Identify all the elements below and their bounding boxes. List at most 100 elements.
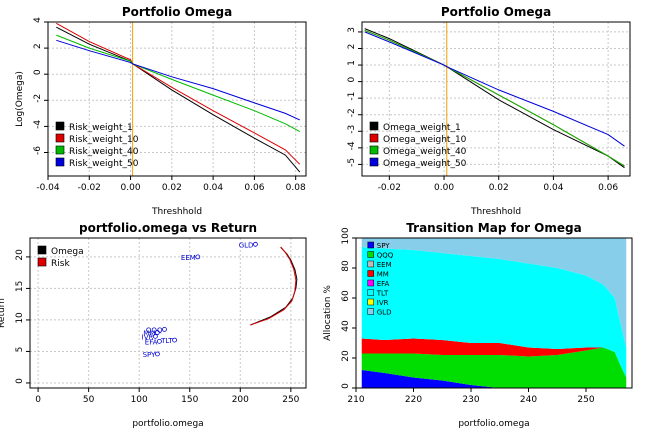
legend-label: Risk: [51, 259, 70, 269]
x-tick-label: 0: [35, 395, 41, 405]
y-tick-label: 15: [15, 281, 25, 292]
x-tick-label: -0.02: [78, 183, 101, 193]
y-axis-label: Return: [0, 298, 7, 328]
y-tick-label: 2: [347, 44, 357, 50]
asset-point-tlt: [172, 337, 177, 343]
plot-border: [47, 21, 307, 177]
x-axis-label: portfolio.omega: [458, 419, 529, 429]
y-tick-label: 20: [341, 350, 351, 362]
y-tick-label: 5: [15, 347, 25, 353]
plot-border: [361, 21, 631, 177]
y-tick-label: -2: [33, 94, 43, 103]
y-tick-label: 100: [341, 227, 351, 244]
y-tick-label: -4: [347, 141, 357, 150]
plot-border: [355, 237, 633, 389]
asset-point-mm: [154, 330, 160, 335]
y-tick-label: -6: [33, 146, 43, 155]
legend-label: EEM: [377, 261, 392, 269]
x-tick-label: 230: [462, 395, 479, 405]
legend-swatch: [367, 289, 374, 296]
x-axis-label: Threshhold: [151, 207, 202, 217]
x-tick-label: 0.00: [434, 183, 454, 193]
legend-label: SPY: [377, 242, 391, 250]
y-tick-label: 40: [341, 320, 351, 332]
frontier-omega-line: [250, 247, 298, 326]
panel-portfolio-omega-omega: -0.02 0.00 0.02 0.04 0.06 3 2 1 0 -1 -2 -3 -4 -5 Portf…: [347, 5, 631, 217]
legend-label: QQQ: [377, 252, 394, 260]
asset-label-eem: EEM: [181, 254, 196, 262]
legend-label: Risk_weight_40: [69, 147, 139, 157]
x-tick-label: 0.04: [543, 183, 563, 193]
area-mm: [361, 338, 627, 378]
x-tick-label: 200: [232, 395, 249, 405]
legend-swatch: [367, 308, 374, 315]
area-spy: [361, 370, 627, 388]
x-tick-label: 50: [83, 395, 95, 405]
area-gld: [361, 238, 627, 348]
x-tick-label: 250: [577, 395, 594, 405]
asset-label-gld: GLD: [239, 241, 254, 249]
asset-point-gld: [253, 241, 258, 247]
legend-label: IVR: [377, 299, 389, 307]
x-tick-label: 0.02: [162, 183, 182, 193]
series-line-omega-weight-50: [364, 31, 625, 147]
legend-swatch: [369, 157, 379, 167]
asset-label-efa: EFA: [145, 338, 158, 346]
series-line-risk-weight-50: [56, 39, 301, 121]
legend-swatch: [37, 245, 47, 255]
panel-transition-map: 210 220 230 240 250 0 20 40 60 80 100 Transition Ma…: [323, 221, 633, 429]
y-tick-label: 1: [347, 60, 357, 66]
legend-label: EFA: [377, 280, 390, 288]
legend-swatch: [367, 279, 374, 287]
y-axis-label: Log(Omega): [15, 71, 25, 127]
series-line-risk-weight-10: [56, 22, 301, 165]
y-tick-label: 0: [15, 378, 25, 384]
x-tick-label: 0.00: [121, 183, 141, 193]
y-tick-label: 0: [33, 69, 43, 75]
asset-label-tlt: TLT: [160, 337, 173, 345]
legend-swatch: [55, 145, 65, 155]
chart-title: portfolio.omega vs Return: [79, 221, 257, 235]
x-tick-label: 0.06: [244, 183, 264, 193]
legend-swatch: [55, 133, 65, 143]
asset-point-qqq: [162, 326, 167, 332]
legend-swatch: [367, 260, 374, 268]
asset-label-spy: SPY: [143, 351, 157, 359]
legend-swatch: [369, 133, 379, 143]
y-axis-label: Allocation %: [323, 285, 333, 341]
y-tick-label: 2: [33, 43, 43, 49]
x-tick-label: 240: [520, 395, 537, 405]
y-tick-label: 10: [15, 312, 25, 324]
legend-label: Omega_weight_40: [383, 147, 467, 157]
legend-label: Omega_weight_50: [383, 159, 467, 169]
x-tick-label: 150: [181, 395, 198, 405]
y-tick-label: 0: [347, 76, 357, 82]
legend-label: Risk_weight_10: [69, 135, 139, 145]
asset-point-spy: [154, 351, 160, 357]
panel-portfolio-omega-risk: -0.04 -0.02 0.00 0.02 0.04 0.06 0.08 4 2 0 -2 -4 -6 P…: [15, 5, 307, 217]
series-line-omega-weight-1: [364, 28, 625, 169]
x-tick-label: 0.08: [286, 183, 306, 193]
series-line-risk-weight-40: [56, 34, 301, 133]
legend-swatch: [367, 251, 374, 258]
legend-label: Risk_weight_1: [69, 123, 133, 133]
legend-label: Risk_weight_50: [69, 159, 139, 169]
chart-title: Portfolio Omega: [122, 5, 232, 19]
chart-title: Portfolio Omega: [441, 5, 551, 19]
legend-swatch: [55, 121, 65, 131]
y-tick-label: -1: [347, 92, 357, 101]
legend-label: MM: [377, 271, 389, 279]
legend-label: Omega_weight_10: [383, 135, 467, 145]
panel-omega-vs-return: 0 50 100 150 200 250 0 5 10 15 20 portfolio.omega v…: [0, 221, 307, 429]
frontier-risk-line: [250, 246, 297, 326]
asset-label-mm: MM: [143, 330, 155, 338]
legend-swatch: [55, 157, 65, 167]
x-tick-label: -0.04: [36, 183, 60, 193]
chart-title: Transition Map for Omega: [406, 221, 581, 235]
x-tick-label: -0.02: [378, 183, 401, 193]
x-axis-label: portfolio.omega: [132, 419, 203, 429]
plot-border: [29, 237, 307, 389]
series-line-omega-weight-40: [364, 29, 625, 167]
y-tick-label: -2: [347, 108, 357, 117]
